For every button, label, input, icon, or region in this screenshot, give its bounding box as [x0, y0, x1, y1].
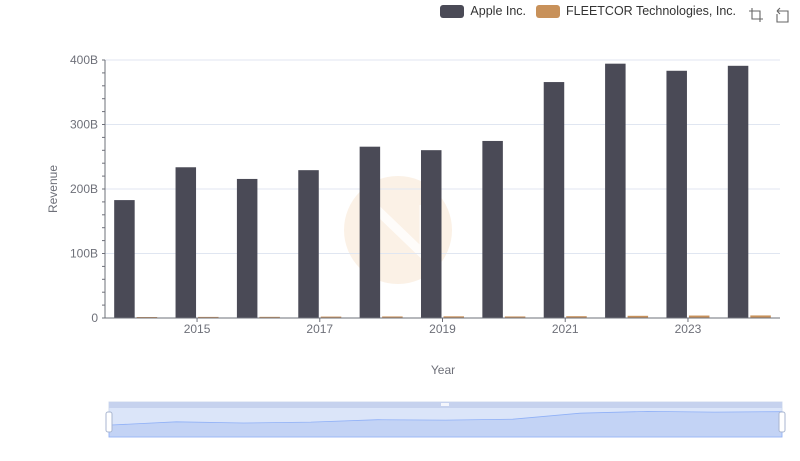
bar-fleetcor-2017 [320, 316, 342, 318]
y-tick-labels: 0 100B 200B 300B 400B [70, 53, 98, 325]
x-tick-label: 2023 [675, 322, 702, 336]
zoom-icon[interactable] [748, 7, 764, 23]
bar-apple-2020 [482, 140, 503, 318]
x-tick-label: 2021 [552, 322, 579, 336]
bar-apple-2016 [236, 178, 258, 318]
bar-fleetcor-2019 [443, 316, 464, 318]
bar-apple-2014 [114, 200, 135, 318]
bar-apple-2022 [605, 63, 626, 318]
x-tick-label: 2017 [306, 322, 333, 336]
bar-fleetcor-2018 [382, 316, 403, 318]
bar-fleetcor-2015 [198, 316, 219, 318]
legend-item-apple[interactable]: Apple Inc. [440, 4, 526, 18]
bar-apple-2019 [421, 150, 442, 318]
x-tick-label: 2019 [429, 322, 456, 336]
bar-apple-2018 [359, 146, 381, 318]
restore-icon[interactable] [774, 7, 790, 23]
y-tick-label: 200B [70, 182, 98, 196]
x-axis-title: Year [431, 363, 455, 377]
zoom-handle-left [105, 411, 113, 433]
y-axis-title: Revenue [46, 165, 60, 213]
x-tick-label: 2015 [184, 322, 211, 336]
bar-fleetcor-2023 [688, 315, 710, 318]
bar-apple-2024 [727, 65, 749, 319]
y-tick-label: 100B [70, 247, 98, 261]
zoom-preview-area [108, 410, 783, 438]
zoom-handle-right [778, 411, 786, 433]
bar-fleetcor-2016 [259, 316, 280, 318]
legend-label-fleetcor: FLEETCOR Technologies, Inc. [566, 4, 736, 18]
zoom-grip [441, 403, 449, 406]
toolbox [748, 7, 790, 23]
x-tick-labels: 2015 2017 2019 2021 2023 [184, 318, 702, 336]
legend-label-apple: Apple Inc. [470, 4, 527, 18]
bar-fleetcor-2021 [566, 316, 587, 318]
bar-apple-2021 [543, 82, 565, 319]
bar-fleetcor-2024 [750, 315, 771, 318]
bar-apple-2015 [175, 167, 197, 318]
bar-apple-2017 [298, 170, 319, 318]
bar-fleetcor-2020 [504, 316, 526, 318]
y-tick-label: 300B [70, 118, 98, 132]
legend-item-fleetcor[interactable]: FLEETCOR Technologies, Inc. [536, 4, 736, 18]
data-zoom-slider[interactable] [105, 401, 786, 438]
y-tick-label: 400B [70, 53, 98, 67]
legend: Apple Inc. FLEETCOR Technologies, Inc. [440, 4, 736, 18]
bar-fleetcor-2022 [627, 315, 649, 318]
legend-swatch-apple [440, 4, 465, 18]
legend-swatch-fleetcor [536, 4, 561, 18]
bars [114, 63, 771, 319]
y-tick-label: 0 [91, 311, 98, 325]
bar-apple-2023 [666, 70, 687, 318]
